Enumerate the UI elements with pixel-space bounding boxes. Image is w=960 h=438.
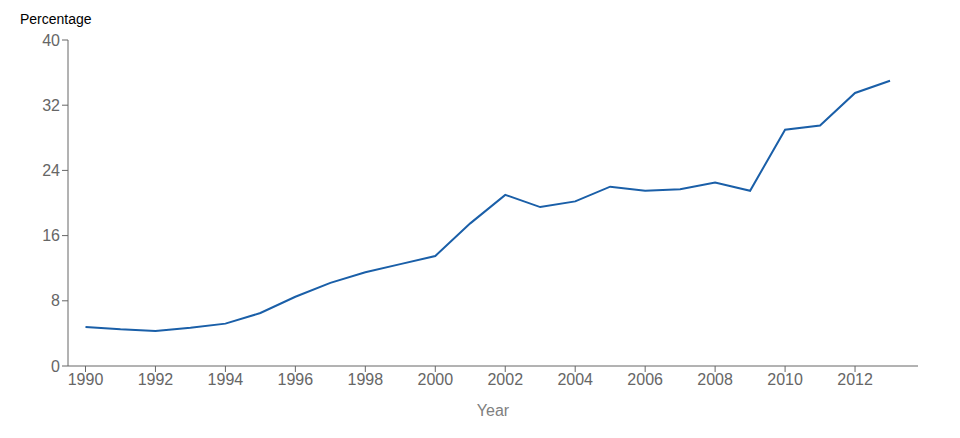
svg-text:Year: Year <box>477 402 510 419</box>
svg-text:2006: 2006 <box>627 371 663 388</box>
svg-text:2004: 2004 <box>557 371 593 388</box>
svg-text:2002: 2002 <box>487 371 523 388</box>
svg-text:1992: 1992 <box>138 371 174 388</box>
svg-text:16: 16 <box>42 227 60 244</box>
svg-text:1994: 1994 <box>208 371 244 388</box>
svg-text:8: 8 <box>51 292 60 309</box>
svg-text:2012: 2012 <box>837 371 873 388</box>
svg-text:1990: 1990 <box>68 371 104 388</box>
svg-text:40: 40 <box>42 32 60 49</box>
svg-text:2008: 2008 <box>697 371 733 388</box>
svg-text:2000: 2000 <box>417 371 453 388</box>
svg-text:0: 0 <box>51 358 60 375</box>
svg-text:24: 24 <box>42 162 60 179</box>
html-text:Percentage: Percentage <box>20 11 92 27</box>
svg-text:2010: 2010 <box>767 371 803 388</box>
svg-text:32: 32 <box>42 97 60 114</box>
svg-text:1996: 1996 <box>278 371 314 388</box>
svg-text:1998: 1998 <box>348 371 384 388</box>
